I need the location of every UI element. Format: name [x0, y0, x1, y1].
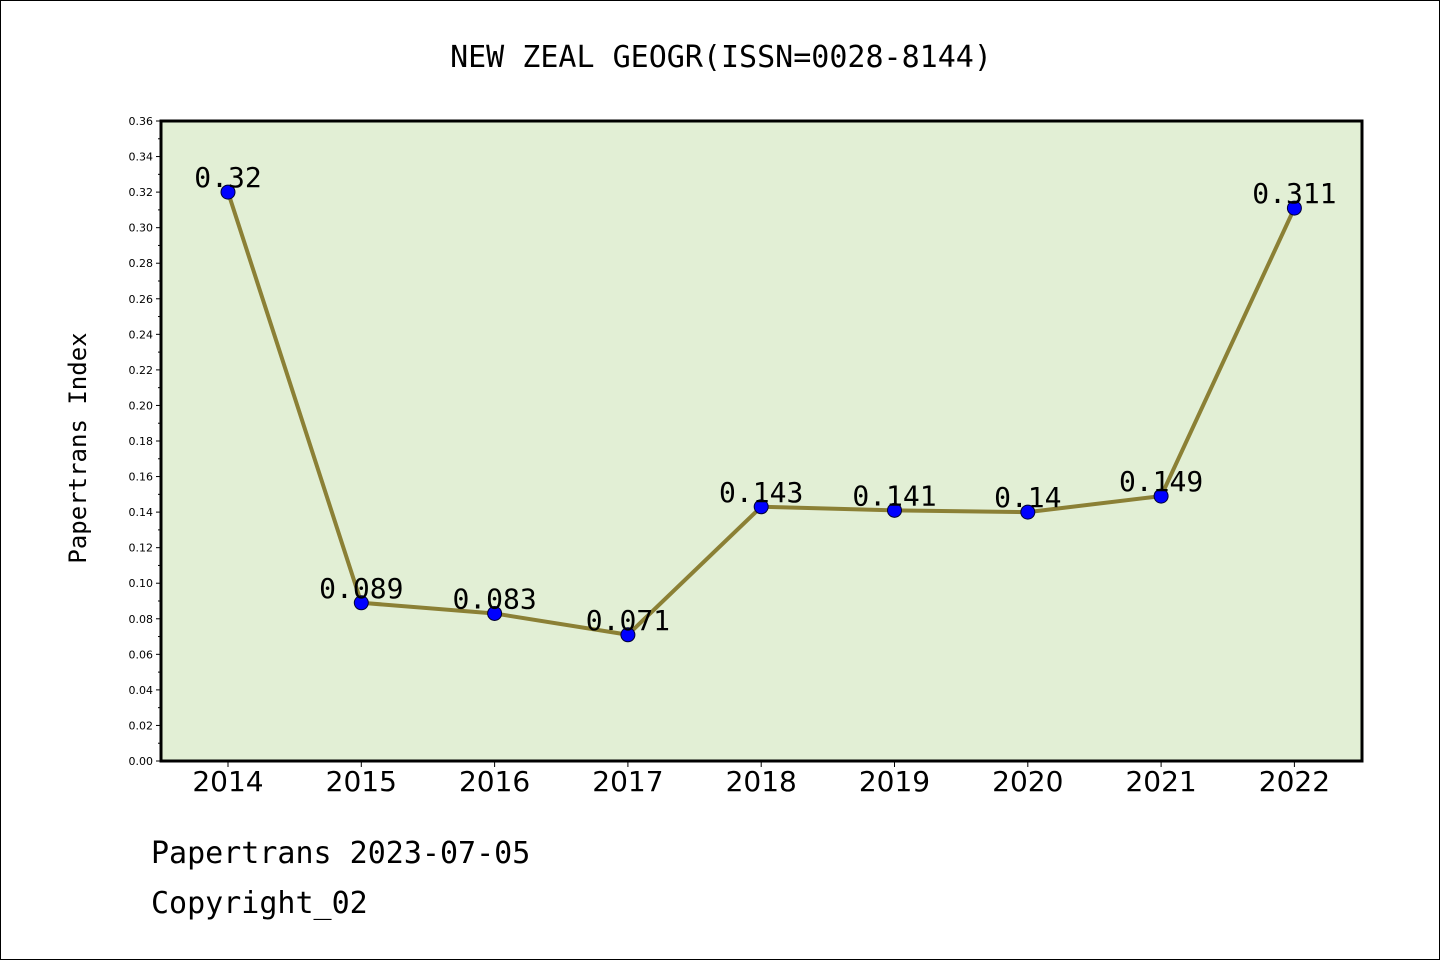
y-tick-label: 0.16	[129, 471, 154, 484]
y-tick-label: 0.24	[129, 328, 154, 341]
data-label-2015: 0.089	[319, 572, 403, 605]
data-point-2014	[220, 184, 236, 200]
data-point-2022	[1286, 200, 1302, 216]
data-label-2018: 0.143	[719, 476, 803, 509]
x-tick-label: 2021	[1125, 765, 1196, 798]
data-label-2014: 0.32	[194, 161, 261, 194]
marker-group	[220, 184, 1302, 643]
y-tick-label: 0.10	[129, 577, 154, 590]
y-tick-label: 0.22	[129, 364, 154, 377]
x-tick-label: 2015	[326, 765, 397, 798]
footer-copyright: Copyright_02	[151, 886, 368, 921]
y-tick-label: 0.08	[129, 613, 154, 626]
x-tick-label: 2019	[859, 765, 930, 798]
y-tick-label: 0.30	[129, 222, 154, 235]
y-tick-label: 0.04	[129, 684, 154, 697]
data-point-2020	[1020, 504, 1036, 520]
y-axis-ticks: 0.00 0.02 0.04 0.06 0.08 0.10 0.12 0.14 0.16 0.18…	[129, 115, 161, 768]
x-axis-ticks: 2014 2015 2016 2017 2018 2019 2020 2021 2022	[192, 761, 1330, 798]
y-axis-label: Papertrans Index	[64, 332, 92, 563]
x-tick-label: 2017	[592, 765, 663, 798]
footer-date: Papertrans 2023-07-05	[151, 836, 531, 871]
data-point-2015	[353, 595, 369, 611]
y-tick-label: 0.00	[129, 755, 154, 768]
data-label-2017: 0.071	[586, 604, 670, 637]
x-tick-label: 2016	[459, 765, 530, 798]
y-tick-label: 0.28	[129, 257, 154, 270]
y-tick-label: 0.18	[129, 435, 154, 448]
y-tick-label: 0.06	[129, 648, 154, 661]
data-label-2021: 0.149	[1119, 465, 1203, 498]
data-label-2022: 0.311	[1252, 177, 1336, 210]
y-tick-label: 0.12	[129, 542, 154, 555]
x-tick-label: 2014	[192, 765, 263, 798]
data-label-2020: 0.14	[994, 481, 1061, 514]
chart-title: NEW ZEAL GEOGR(ISSN=0028-8144)	[450, 40, 992, 75]
y-tick-label: 0.02	[129, 719, 154, 732]
data-point-2017	[620, 627, 636, 643]
data-point-2021	[1153, 488, 1169, 504]
data-point-2016	[487, 605, 503, 621]
data-point-2018	[753, 499, 769, 515]
x-tick-label: 2018	[726, 765, 797, 798]
plot-area	[159, 119, 1364, 763]
data-label-2016: 0.083	[452, 582, 536, 615]
y-tick-label: 0.34	[129, 151, 154, 164]
data-label-2019: 0.141	[852, 479, 936, 512]
y-tick-label: 0.32	[129, 186, 154, 199]
x-tick-label: 2020	[992, 765, 1063, 798]
y-tick-label: 0.20	[129, 399, 154, 412]
x-tick-label: 2022	[1259, 765, 1330, 798]
data-label-group: 0.32 0.089 0.083 0.071 0.143 0.141 0.14 0.149 0.…	[194, 161, 1336, 637]
data-point-2019	[887, 502, 902, 518]
y-tick-label: 0.26	[129, 293, 154, 306]
y-tick-label: 0.14	[129, 506, 154, 519]
y-tick-label: 0.36	[129, 115, 154, 128]
